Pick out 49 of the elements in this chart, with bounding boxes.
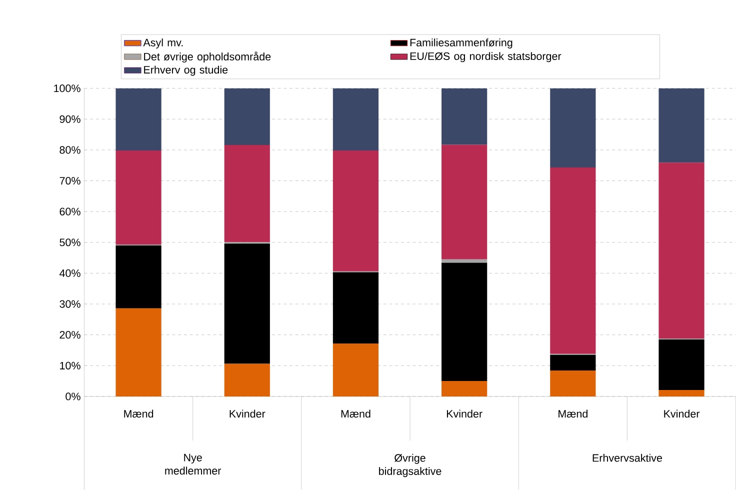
bar (224, 145, 270, 242)
bar (550, 88, 596, 168)
legend-label: EU/EØS og nordisk statsborger (410, 52, 562, 62)
y-tick-label: 90% (60, 115, 80, 123)
bar (658, 162, 704, 339)
legend-label: Det øvrige opholdsområde (144, 52, 271, 63)
bar (658, 340, 704, 390)
bar (332, 344, 379, 397)
y-tick-label: 100% (54, 84, 80, 92)
y-tick-label: 50% (60, 238, 80, 246)
bar (658, 390, 704, 397)
x-tick-label: Kvinder (664, 410, 700, 418)
y-tick-label: 40% (60, 269, 80, 278)
legend-label: Familiesammenføring (410, 38, 512, 49)
x-tick-label: Mænd (124, 410, 154, 418)
bar (442, 381, 488, 397)
bar (116, 246, 162, 308)
bar (442, 262, 488, 382)
y-tick-label: 30% (60, 300, 80, 308)
y-tick-label: 0% (66, 392, 80, 400)
x-tick-label: Mænd (341, 410, 370, 418)
bar (550, 354, 596, 371)
bar (442, 88, 488, 145)
text: Erhvervsaktive (592, 454, 662, 462)
bar (116, 88, 162, 151)
bar (224, 88, 270, 146)
text: Øvrige bidragsaktive (379, 454, 442, 478)
bar (550, 168, 596, 354)
bar (332, 88, 379, 151)
bar (550, 370, 596, 397)
y-tick-label: 70% (60, 177, 80, 185)
bar (658, 88, 704, 163)
bar (332, 272, 379, 344)
y-tick-label: 80% (60, 146, 80, 154)
bar (224, 364, 270, 397)
y-tick-label: 20% (60, 331, 80, 339)
x-tick-label: Mænd (558, 410, 588, 418)
bar (332, 150, 379, 272)
bar (116, 308, 162, 397)
legend-label: Erhverv og studie (144, 66, 228, 76)
y-tick-label: 60% (60, 208, 80, 216)
bar (224, 244, 270, 364)
bar (442, 144, 488, 260)
text: Nye medlemmer (165, 454, 222, 475)
legend-label: Asyl mv. (143, 38, 183, 49)
bar (116, 150, 162, 245)
y-tick-label: 10% (60, 362, 80, 370)
x-tick-label: Kvinder (230, 410, 266, 418)
x-tick-label: Kvinder (446, 410, 482, 418)
